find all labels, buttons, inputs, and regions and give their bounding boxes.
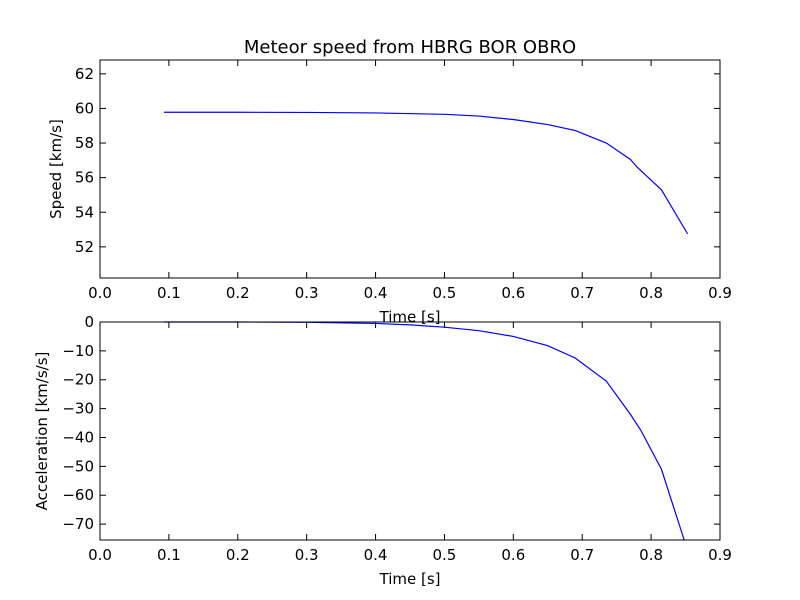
acceleration-x-tick-label: 0.1 xyxy=(157,546,181,564)
speed-x-tick-label: 0.4 xyxy=(364,284,388,302)
speed-x-tick-label: 0.3 xyxy=(295,284,319,302)
acceleration-y-tick-label: −70 xyxy=(62,515,94,533)
speed-y-tick-label: 62 xyxy=(75,65,94,83)
acceleration-y-tick-label: −10 xyxy=(62,342,94,360)
acceleration-y-axis-label: Acceleration [km/s/s] xyxy=(33,352,51,511)
speed-y-tick-label: 56 xyxy=(75,169,94,187)
acceleration-y-tick-label: −20 xyxy=(62,371,94,389)
acceleration-x-tick-label: 0.3 xyxy=(295,546,319,564)
speed-x-tick-label: 0.6 xyxy=(501,284,525,302)
speed-series-line xyxy=(164,111,689,235)
speed-plot: Meteor speed from HBRG BOR OBRO Time [s]… xyxy=(47,37,732,326)
acceleration-x-tick-label: 0.9 xyxy=(708,546,732,564)
acceleration-x-tick-label: 0.6 xyxy=(501,546,525,564)
acceleration-y-tick-label: 0 xyxy=(84,313,94,331)
acceleration-plot-frame xyxy=(99,321,721,541)
acceleration-y-tick-label: −30 xyxy=(62,400,94,418)
speed-plot-frame xyxy=(99,59,721,279)
speed-x-tick-label: 0.5 xyxy=(433,284,457,302)
chart-title: Meteor speed from HBRG BOR OBRO xyxy=(244,37,576,58)
acceleration-x-tick-label: 0.2 xyxy=(226,546,250,564)
acceleration-y-tick-label: −60 xyxy=(62,486,94,504)
acceleration-series-line xyxy=(164,321,685,541)
speed-x-tick-label: 0.7 xyxy=(570,284,594,302)
speed-y-tick-label: 52 xyxy=(75,238,94,256)
speed-x-tick-label: 0.9 xyxy=(708,284,732,302)
speed-y-tick-label: 54 xyxy=(75,203,94,221)
acceleration-x-tick-label: 0.4 xyxy=(364,546,388,564)
acceleration-x-tick-label: 0.0 xyxy=(88,546,112,564)
acceleration-plot: Time [s] Acceleration [km/s/s] 0.0 0.1 0.2… xyxy=(33,313,732,588)
acceleration-x-tick-label: 0.8 xyxy=(639,546,663,564)
acceleration-x-tick-label: 0.7 xyxy=(570,546,594,564)
speed-y-tick-label: 58 xyxy=(75,134,94,152)
speed-x-tick-label: 0.8 xyxy=(639,284,663,302)
speed-y-axis-label: Speed [km/s] xyxy=(47,119,65,219)
speed-x-tick-label: 0.2 xyxy=(226,284,250,302)
acceleration-x-axis-label: Time [s] xyxy=(379,570,441,588)
speed-x-axis-label: Time [s] xyxy=(379,308,441,326)
acceleration-y-tick-label: −50 xyxy=(62,457,94,475)
speed-y-tick-label: 60 xyxy=(75,99,94,117)
speed-x-tick-label: 0.0 xyxy=(88,284,112,302)
speed-x-tick-label: 0.1 xyxy=(157,284,181,302)
acceleration-y-tick-label: −40 xyxy=(62,428,94,446)
acceleration-x-tick-label: 0.5 xyxy=(433,546,457,564)
